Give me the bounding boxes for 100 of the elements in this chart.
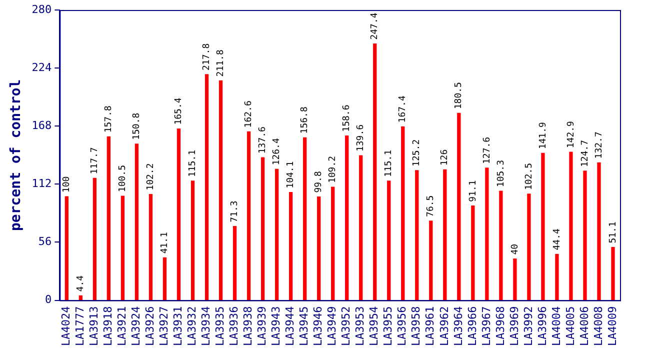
bar bbox=[78, 295, 83, 300]
data-label: 76.5 bbox=[426, 195, 436, 217]
y-tick-label: 280 bbox=[32, 2, 52, 16]
x-tick-label: LA3956 bbox=[396, 306, 409, 346]
data-label: 126 bbox=[440, 149, 450, 166]
x-tick-label: LA3952 bbox=[340, 306, 353, 346]
x-tick-label: LA3958 bbox=[410, 306, 423, 346]
data-label: 100.5 bbox=[118, 164, 128, 192]
data-label: 165.4 bbox=[174, 98, 184, 125]
x-tick-label: LA3935 bbox=[214, 306, 227, 346]
bar bbox=[499, 190, 503, 300]
bar bbox=[429, 220, 433, 300]
data-label: 180.5 bbox=[454, 82, 464, 110]
bar bbox=[387, 180, 391, 300]
x-tick-label: LA3949 bbox=[326, 306, 339, 346]
x-tick-label: LA3944 bbox=[284, 306, 297, 346]
x-tick-label: LA4006 bbox=[578, 306, 591, 346]
data-label: 247.4 bbox=[370, 12, 380, 40]
data-label: 4.4 bbox=[76, 275, 86, 292]
x-tick-label: LA3926 bbox=[144, 306, 157, 346]
x-tick-label: LA3964 bbox=[452, 306, 465, 346]
bar bbox=[583, 170, 587, 300]
data-label: 117.7 bbox=[90, 147, 100, 174]
x-tick-label: LA3921 bbox=[116, 306, 129, 346]
y-tick-label: 224 bbox=[32, 60, 52, 74]
data-label: 115.1 bbox=[384, 150, 394, 177]
data-label: 71.3 bbox=[230, 200, 240, 222]
bar bbox=[331, 186, 335, 300]
bar bbox=[232, 226, 237, 300]
data-label: 100 bbox=[62, 176, 72, 193]
data-label: 104.1 bbox=[286, 161, 296, 188]
y-tick-label: 168 bbox=[32, 118, 52, 132]
data-label: 141.9 bbox=[538, 122, 548, 150]
x-tick-label: LA3938 bbox=[242, 306, 255, 346]
x-tick-label: LA3969 bbox=[508, 306, 521, 346]
x-tick-label: LA4004 bbox=[550, 306, 563, 346]
x-tick-label: LA1777 bbox=[74, 306, 87, 346]
x-tick-label: LA3913 bbox=[88, 306, 101, 346]
bar bbox=[569, 152, 573, 300]
data-label: 158.6 bbox=[342, 104, 352, 132]
x-tick-label: LA3924 bbox=[130, 306, 143, 346]
bar bbox=[176, 128, 181, 300]
data-label: 157.8 bbox=[104, 106, 114, 133]
bar bbox=[373, 43, 377, 300]
bar bbox=[485, 168, 489, 300]
bar bbox=[302, 137, 307, 300]
bar bbox=[401, 126, 405, 300]
x-tick-label: LA3939 bbox=[256, 306, 269, 346]
data-label: 51.1 bbox=[608, 222, 618, 244]
bar bbox=[288, 192, 293, 300]
bar bbox=[359, 155, 363, 300]
data-label: 109.2 bbox=[328, 156, 338, 184]
x-tick-label: LA3954 bbox=[368, 306, 381, 346]
bar bbox=[471, 205, 475, 300]
bar bbox=[555, 254, 559, 300]
y-axis-title: percent of control bbox=[8, 79, 24, 231]
data-label: 102.2 bbox=[146, 163, 156, 190]
data-label: 162.6 bbox=[244, 100, 254, 128]
x-tick-label: LA3992 bbox=[522, 306, 535, 346]
data-label: 99.8 bbox=[314, 171, 324, 193]
data-label: 40 bbox=[510, 244, 520, 255]
bar bbox=[457, 112, 461, 300]
bar bbox=[597, 162, 601, 300]
data-label: 150.8 bbox=[132, 112, 142, 140]
bar bbox=[162, 257, 167, 300]
bar bbox=[611, 246, 615, 300]
bar bbox=[260, 157, 265, 300]
x-tick-label: LA3934 bbox=[200, 306, 213, 346]
data-label: 127.6 bbox=[482, 136, 492, 164]
bar bbox=[274, 168, 279, 300]
data-label: 126.4 bbox=[272, 138, 282, 166]
data-label: 156.8 bbox=[300, 106, 310, 134]
x-tick-label: LA4005 bbox=[564, 306, 577, 346]
x-tick-label: LA3936 bbox=[228, 306, 241, 346]
x-tick-label: LA3966 bbox=[466, 306, 479, 346]
x-tick-label: LA3968 bbox=[494, 306, 507, 346]
bar bbox=[204, 74, 209, 300]
x-tick-label: LA4008 bbox=[592, 306, 605, 346]
x-tick-label: LA3945 bbox=[298, 306, 311, 346]
data-label: 217.8 bbox=[202, 43, 212, 70]
x-tick-label: LA3946 bbox=[312, 306, 325, 346]
bar bbox=[190, 180, 195, 300]
bar bbox=[316, 196, 321, 300]
x-tick-label: LA4009 bbox=[606, 306, 619, 346]
x-tick-label: LA3943 bbox=[270, 306, 283, 346]
bar bbox=[92, 178, 97, 300]
x-tick-label: LA3918 bbox=[102, 306, 115, 346]
x-tick-label: LA3927 bbox=[158, 306, 171, 346]
y-tick-label: 56 bbox=[38, 235, 52, 248]
x-tick-label: LA3932 bbox=[186, 306, 199, 346]
x-tick-label: LA3967 bbox=[480, 306, 493, 346]
x-tick-label: LA3931 bbox=[172, 306, 185, 346]
bar bbox=[64, 196, 68, 300]
data-label: 167.4 bbox=[398, 96, 408, 123]
data-label: 211.8 bbox=[216, 50, 226, 77]
x-tick-label: LA3955 bbox=[382, 306, 395, 346]
x-tick-label: LA3996 bbox=[536, 306, 549, 346]
bar bbox=[527, 194, 531, 300]
y-tick-label: 112 bbox=[32, 177, 52, 190]
bar bbox=[148, 194, 153, 300]
